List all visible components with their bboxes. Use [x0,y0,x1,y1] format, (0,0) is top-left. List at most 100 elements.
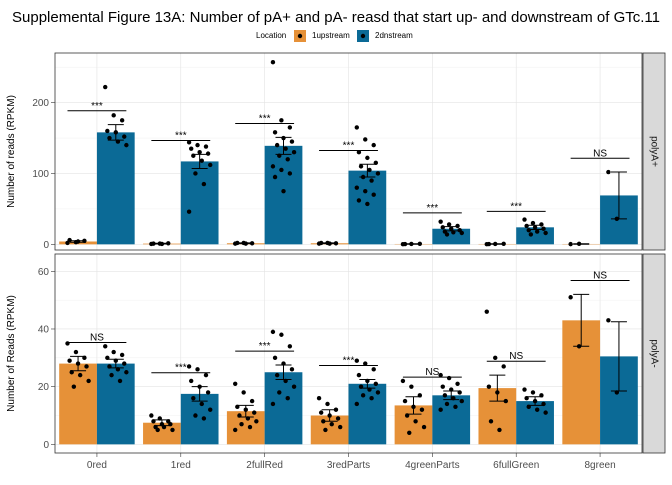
data-point [365,202,369,206]
data-point [67,238,71,242]
data-point [355,185,359,189]
data-point [487,242,491,246]
data-point [493,356,497,360]
data-point [420,408,424,412]
data-point [114,359,118,363]
data-point [67,359,71,363]
data-point [529,232,533,236]
data-point [455,382,459,386]
data-point [451,396,455,400]
data-point [501,242,505,246]
data-point [447,376,451,380]
data-point [325,402,329,406]
x-tick-label-3redParts: 3redParts [327,460,370,471]
significance-label: *** [175,363,187,374]
x-tick-label-1red: 1red [171,460,191,471]
data-point [453,405,457,409]
data-point [493,242,497,246]
data-point [447,222,451,226]
data-point [206,390,210,394]
data-point [250,399,254,403]
data-point [361,393,365,397]
data-point [187,364,191,368]
data-point [357,198,361,202]
significance-label: *** [91,101,103,112]
bar-2dnstream-2fullRed [265,146,303,245]
data-point [527,405,531,409]
y-tick-label: 0 [43,240,49,251]
data-point [191,396,195,400]
data-point [445,402,449,406]
data-point [418,242,422,246]
data-point [361,175,365,179]
data-point [271,402,275,406]
data-point [527,228,531,232]
data-point [541,227,545,231]
data-point [279,168,283,172]
data-point [151,419,155,423]
data-point [82,239,86,243]
legend-label-2dnstream: 2dnstream [375,31,413,40]
data-point [445,232,449,236]
x-tick-label-4greenParts: 4greenParts [405,460,459,471]
data-point [489,419,493,423]
data-point [531,221,535,225]
data-point [485,309,489,313]
data-point [116,367,120,371]
data-point [413,419,417,423]
data-point [120,118,124,122]
data-point [124,370,128,374]
data-point [355,402,359,406]
data-point [288,125,292,129]
data-point [273,175,277,179]
data-point [405,413,409,417]
data-point [72,384,76,388]
data-point [281,136,285,140]
data-point [319,241,323,245]
data-point [522,217,526,221]
data-point [460,231,464,235]
data-point [457,390,461,394]
data-point [403,399,407,403]
bar-2dnstream-3redParts [349,384,387,445]
data-point [103,85,107,89]
data-point [206,151,210,155]
data-point [273,130,277,134]
data-point [78,373,82,377]
data-point [122,134,126,138]
data-point [363,189,367,193]
data-point [195,367,199,371]
data-point [407,431,411,435]
data-point [235,405,239,409]
data-point [577,242,581,246]
x-tick-label-0red: 0red [87,460,107,471]
data-point [443,393,447,397]
data-point [403,242,407,246]
data-point [451,230,455,234]
data-point [327,413,331,417]
data-point [409,242,413,246]
data-point [82,356,86,360]
data-point [334,408,338,412]
data-point [290,367,294,371]
data-point [568,242,572,246]
data-point [522,387,526,391]
data-point [116,139,120,143]
data-point [151,241,155,245]
data-point [84,364,88,368]
data-point [535,408,539,412]
data-point [288,344,292,348]
data-point [615,217,619,221]
data-point [376,390,380,394]
data-point [114,130,118,134]
data-point [449,387,453,391]
data-point [321,419,325,423]
data-point [271,330,275,334]
data-point [606,170,610,174]
data-point [372,367,376,371]
data-point [497,428,501,432]
y-tick-label: 40 [38,324,50,335]
data-point [233,428,237,432]
significance-label: *** [510,201,522,212]
